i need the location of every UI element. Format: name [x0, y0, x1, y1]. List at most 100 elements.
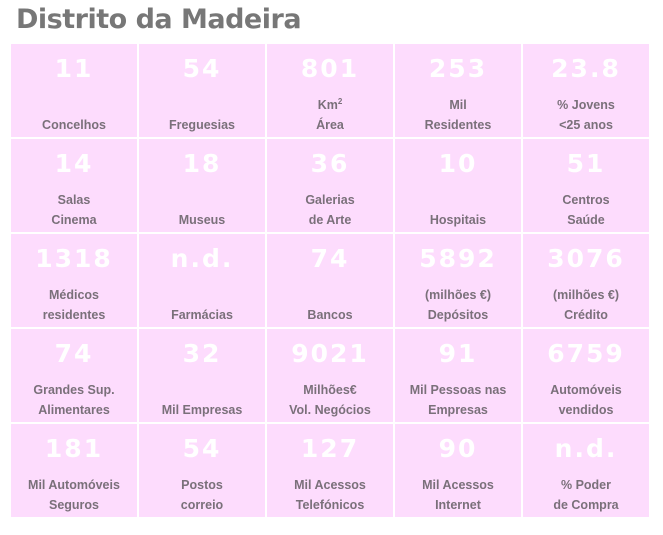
stat-value: 11 [54, 54, 94, 83]
stat-value: 10 [438, 149, 478, 178]
stat-label: % Poder de Compra [523, 475, 649, 515]
stat-value: n.d. [554, 434, 618, 463]
stat-value: 3076 [547, 244, 625, 273]
stat-cell: n.d. % Poder de Compra [523, 424, 649, 517]
stat-label-line2: Crédito [564, 308, 608, 322]
stat-label: Milhões€ Vol. Negócios [267, 380, 393, 420]
stat-cell: 74 Grandes Sup. Alimentares [11, 329, 137, 422]
stat-label: (milhões €) Crédito [523, 285, 649, 325]
stat-value: 91 [438, 339, 478, 368]
stat-label: Mil Acessos Telefónicos [267, 475, 393, 515]
stat-label-line2: de Arte [308, 213, 352, 227]
stat-label-line2: de Compra [553, 498, 619, 512]
stat-cell: 23.8 % Jovens <25 anos [523, 44, 649, 137]
stat-cell: 5892 (milhões €) Depósitos [395, 234, 521, 327]
stat-cell: 51 Centros Saúde [523, 139, 649, 232]
stat-value: 1318 [35, 244, 113, 273]
stat-value: 253 [428, 54, 488, 83]
stat-cell: 36 Galerias de Arte [267, 139, 393, 232]
stat-cell: 127 Mil Acessos Telefónicos [267, 424, 393, 517]
stat-label-line2: Farmácias [171, 308, 233, 322]
stat-value: 90 [438, 434, 478, 463]
stat-cell: 54 Postos correio [139, 424, 265, 517]
stat-value: n.d. [170, 244, 234, 273]
stat-label: Grandes Sup. Alimentares [11, 380, 137, 420]
stat-label: Mil Pessoas nas Empresas [395, 380, 521, 420]
stat-value: 32 [182, 339, 222, 368]
stat-value: 54 [182, 54, 222, 83]
stat-cell: 74 Bancos [267, 234, 393, 327]
stat-label-line2: Saúde [567, 213, 605, 227]
stat-cell: 1318 Médicos residentes [11, 234, 137, 327]
stat-label: Hospitais [395, 190, 521, 230]
stat-label-line2: Empresas [428, 403, 488, 417]
stat-label-line1: Mil Automóveis [28, 478, 120, 492]
stat-label: Bancos [267, 285, 393, 325]
stat-cell: 91 Mil Pessoas nas Empresas [395, 329, 521, 422]
stat-label-line1: % Poder [560, 478, 611, 492]
stat-label-line2: correio [180, 498, 224, 512]
stat-label-line2: vendidos [558, 403, 614, 417]
stat-label-line1: Grandes Sup. [33, 383, 115, 397]
stat-label-line1: Postos [181, 478, 223, 492]
stat-label: Médicos residentes [11, 285, 137, 325]
stat-label: Farmácias [139, 285, 265, 325]
stat-label-line1: Mil Acessos [294, 478, 366, 492]
stat-label-line1: (milhões €) [553, 288, 619, 302]
stat-label: Centros Saúde [523, 190, 649, 230]
stat-value: 18 [182, 149, 222, 178]
stat-label: (milhões €) Depósitos [395, 285, 521, 325]
stat-label: Km2 Área [267, 95, 393, 135]
superscript: 2 [337, 96, 343, 106]
stat-label-line2: <25 anos [559, 118, 613, 132]
stat-label: Museus [139, 190, 265, 230]
stat-label-line2: Freguesias [168, 118, 235, 132]
stat-label: Mil Empresas [139, 380, 265, 420]
stat-label: Postos correio [139, 475, 265, 515]
stat-label: Concelhos [11, 95, 137, 135]
stat-label-line1: Centros [562, 193, 610, 207]
stat-label: Freguesias [139, 95, 265, 135]
stat-label-line1: Médicos [48, 288, 99, 302]
stat-label-line1: Mil [449, 98, 467, 112]
stat-value: 51 [566, 149, 606, 178]
stat-label-line2: residentes [42, 308, 106, 322]
stat-label-line1: (milhões €) [425, 288, 491, 302]
page-title: Distrito da Madeira [16, 4, 302, 35]
stat-label-line2: Bancos [307, 308, 353, 322]
stat-label-line2: Mil Empresas [161, 403, 243, 417]
stat-value: 23.8 [551, 54, 621, 83]
stat-label-line1: Mil Pessoas nas [409, 383, 507, 397]
stat-label: Mil Acessos Internet [395, 475, 521, 515]
stat-value: 181 [44, 434, 104, 463]
stat-value: 54 [182, 434, 222, 463]
stat-cell: 6759 Automóveis vendidos [523, 329, 649, 422]
stat-label: Automóveis vendidos [523, 380, 649, 420]
stat-label-line2: Telefónicos [295, 498, 365, 512]
stat-label-line2: Vol. Negócios [289, 403, 371, 417]
stat-cell: 3076 (milhões €) Crédito [523, 234, 649, 327]
stat-label-line1: Milhões€ [303, 383, 357, 397]
stat-value: 801 [300, 54, 360, 83]
stats-grid: 11 Concelhos 54 Freguesias 801 Km2 Área 253 Mil R… [11, 44, 649, 517]
stat-label-line1: Automóveis [550, 383, 622, 397]
stat-label-line2: Cinema [51, 213, 97, 227]
stat-cell: 32 Mil Empresas [139, 329, 265, 422]
stat-cell: 801 Km2 Área [267, 44, 393, 137]
stat-label: Mil Residentes [395, 95, 521, 135]
stat-cell: 90 Mil Acessos Internet [395, 424, 521, 517]
stat-value: 6759 [547, 339, 625, 368]
stat-value: 5892 [419, 244, 497, 273]
stat-label-line2: Residentes [424, 118, 492, 132]
stat-label-line2: Museus [178, 213, 226, 227]
stat-label-line2: Hospitais [429, 213, 487, 227]
stat-label-line2: Área [316, 118, 344, 132]
stat-cell: 18 Museus [139, 139, 265, 232]
stat-label-line1: Km2 [317, 96, 343, 112]
stat-label-line2: Depósitos [427, 308, 489, 322]
stat-label-line2: Internet [435, 498, 481, 512]
stat-cell: 9021 Milhões€ Vol. Negócios [267, 329, 393, 422]
stat-cell: 54 Freguesias [139, 44, 265, 137]
stat-cell: n.d. Farmácias [139, 234, 265, 327]
stat-label: Mil Automóveis Seguros [11, 475, 137, 515]
